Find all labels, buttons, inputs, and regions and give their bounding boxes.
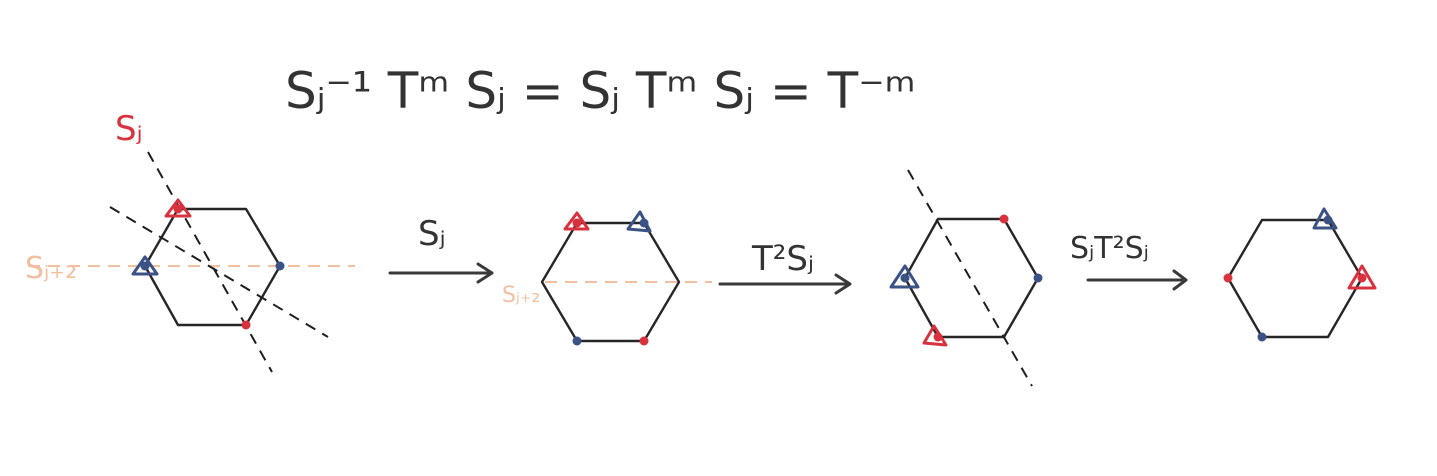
arrow-1-group: Sⱼ	[388, 214, 494, 284]
blue-triangle-marker-icon	[889, 264, 920, 289]
blue-dot-marker-icon	[900, 273, 910, 283]
reflection-axis-label: Sⱼ	[115, 109, 143, 149]
hexagon-3-group	[889, 169, 1043, 387]
hexagon-1-group: Sⱼ₊₂ Sⱼ	[25, 109, 355, 373]
arrow-3-label: SⱼT²Sⱼ	[1070, 231, 1149, 266]
hexagon-3	[903, 217, 1040, 339]
blue-dot-marker-icon	[639, 218, 649, 228]
blue-dot-marker-icon	[1257, 332, 1267, 342]
hexagon-4-group	[1223, 207, 1377, 342]
red-triangle-marker-icon	[164, 198, 192, 218]
blue-dot-marker-icon	[140, 261, 150, 271]
shifted-axis-label-small: Sⱼ₊₂	[502, 283, 540, 308]
reflection-axis-line	[147, 151, 273, 373]
blue-dot-marker-icon	[1033, 273, 1043, 283]
hexagon-2-group: Sⱼ₊₂	[502, 210, 712, 346]
shifted-axis-label: Sⱼ₊₂	[25, 251, 77, 286]
blue-dot-marker-icon	[1323, 215, 1333, 225]
arrow-3-group: SⱼT²Sⱼ	[1070, 231, 1188, 291]
red-dot-marker-icon	[572, 218, 582, 228]
reflection-axis-line-3	[907, 169, 1033, 387]
red-triangle-marker-icon	[563, 211, 590, 231]
red-dot-marker-icon	[173, 204, 183, 214]
blue-dot-marker-icon	[572, 336, 582, 346]
red-dot-marker-icon	[639, 336, 649, 346]
arrow-2	[718, 273, 852, 295]
blue-dot-marker-icon	[275, 261, 285, 271]
second-axis-line	[109, 206, 329, 338]
red-dot-marker-icon	[1223, 273, 1233, 283]
hexagon-4	[1226, 218, 1364, 339]
arrow-2-label: T²Sⱼ	[751, 239, 814, 279]
arrow-2-group: T²Sⱼ	[718, 239, 852, 295]
arrow-1	[388, 262, 494, 284]
arrow-1-label: Sⱼ	[418, 214, 446, 254]
arrow-3	[1086, 269, 1188, 291]
red-triangle-marker-icon	[1347, 264, 1377, 290]
red-dot-marker-icon	[241, 320, 251, 330]
red-dot-marker-icon	[933, 332, 943, 342]
blue-triangle-marker-icon	[131, 255, 159, 276]
red-dot-marker-icon	[1357, 273, 1367, 283]
equation-text: Sⱼ⁻¹ Tᵐ Sⱼ = Sⱼ Tᵐ Sⱼ = T⁻ᵐ	[285, 62, 916, 120]
red-dot-marker-icon	[999, 214, 1009, 224]
